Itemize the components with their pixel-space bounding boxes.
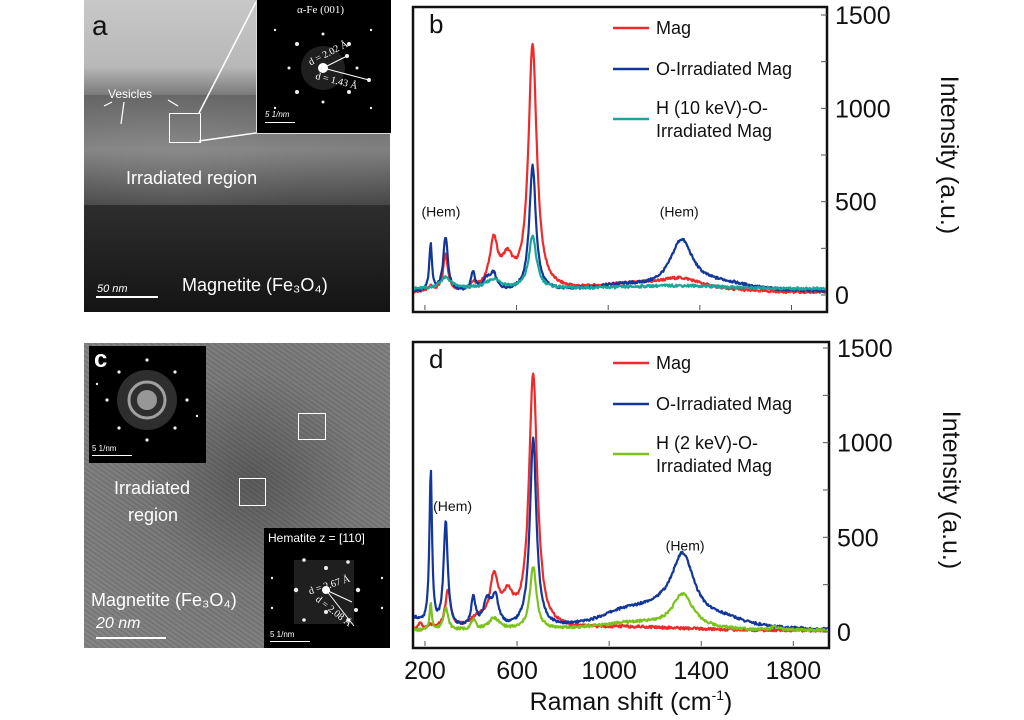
label-irradiated-c-line2: region [128, 505, 179, 525]
panel-letter-c: c [94, 346, 108, 373]
y-tick-label: 1000 [837, 430, 893, 458]
x-tick-label: 200 [404, 657, 446, 685]
chart-d: 200 600 1000 1400 1800 0 500 1000 1500 Intensity … [404, 335, 965, 716]
y-tick-label: 1500 [835, 2, 891, 30]
zoom-box-c-1 [298, 413, 326, 440]
scalebar-a [96, 296, 158, 298]
annotation-hem: (Hem) [422, 204, 461, 220]
fft-inset-a: α-Fe (001) d = 2.02 Å d = 1.43 Å 5 1/nm [256, 0, 391, 134]
scale-label-c: 20 nm [96, 615, 141, 632]
fft-scalebar-c-bottom [270, 641, 310, 642]
fft-scale-c-bottom: 5 1/nm [270, 630, 295, 639]
chart-b: 0 500 1000 1500 Intensity (a.u.) b Mag O-Irradi… [411, 2, 963, 314]
zoom-box-c-2 [239, 478, 266, 506]
panel-letter-b: b [429, 9, 443, 39]
y-tick-label: 500 [837, 524, 879, 552]
y-tick-label: 0 [837, 619, 851, 647]
series-line-h-10-kev-o-irradiated-mag [414, 234, 826, 291]
fft-title-a: α-Fe (001) [297, 4, 345, 16]
y-tick-label: 1000 [835, 95, 891, 123]
y-axis-title: Intensity (a.u.) [937, 411, 965, 569]
series-group [414, 42, 826, 295]
legend-label: O-Irradiated Mag [656, 394, 792, 414]
y-tick-label: 0 [835, 282, 849, 310]
fft-pattern-c-top [95, 358, 199, 442]
legend-label: Irradiated Mag [656, 121, 772, 141]
series-line-h-2-kev-o-irradiated-mag [414, 566, 828, 633]
fft-title-c-bottom: Hematite z = [110] [268, 531, 365, 545]
label-irradiated-c-line1: Irradiated [114, 478, 191, 498]
panel-letter-a: a [92, 10, 108, 41]
series-group [414, 372, 828, 633]
fft-pattern-a [273, 28, 373, 110]
x-tick-label: 1800 [766, 657, 822, 685]
scale-label-a: 50 nm [97, 283, 128, 295]
plot-frame [411, 340, 831, 650]
scalebar-c [96, 637, 166, 639]
y-tick-label: 500 [835, 189, 877, 217]
annotation-hem: (Hem) [660, 204, 699, 220]
legend-label: H (2 keV)-O- [656, 433, 758, 453]
x-tick-label: 1000 [581, 657, 637, 685]
label-magnetite-c: Magnetite (Fe₃O₄) [91, 590, 237, 610]
legend-label: Mag [656, 353, 691, 373]
label-irradiated-region-a: Irradiated region [126, 168, 258, 188]
label-magnetite-a: Magnetite (Fe₃O₄) [182, 275, 328, 295]
fft-pattern-c-bottom [270, 558, 384, 627]
legend-label: O-Irradiated Mag [656, 59, 792, 79]
fft-scalebar-a [265, 122, 295, 123]
legend-label: Irradiated Mag [656, 456, 772, 476]
fft-scalebar-c-top [92, 455, 132, 456]
x-tick-label: 1400 [673, 657, 729, 685]
legend-label: H (10 keV)-O- [656, 98, 768, 118]
plot-frame [411, 5, 829, 314]
fft-inset-c-bottom: Hematite z = [110] d = 2.67 Å d = 2.08 Å… [264, 528, 390, 648]
label-vesicles: Vesicles [108, 87, 153, 101]
panel-letter-d: d [429, 344, 443, 374]
fft-scale-c-top: 5 1/nm [92, 444, 117, 453]
x-tick-label: 600 [496, 657, 538, 685]
legend-label: Mag [656, 18, 691, 38]
annotation-hem: (Hem) [433, 498, 472, 514]
magnetite-region [84, 205, 390, 312]
fft-inset-c-top: 5 1/nm [89, 346, 206, 463]
y-axis-title: Intensity (a.u.) [935, 76, 963, 234]
y-tick-label: 1500 [837, 335, 893, 363]
fft-scale-a: 5 1/nm [265, 110, 290, 119]
series-line-o-irradiated-mag [414, 436, 828, 632]
x-axis-title: Raman shift (cm-1) [530, 687, 733, 716]
annotation-hem: (Hem) [666, 538, 705, 554]
zoom-box-a [169, 113, 201, 143]
